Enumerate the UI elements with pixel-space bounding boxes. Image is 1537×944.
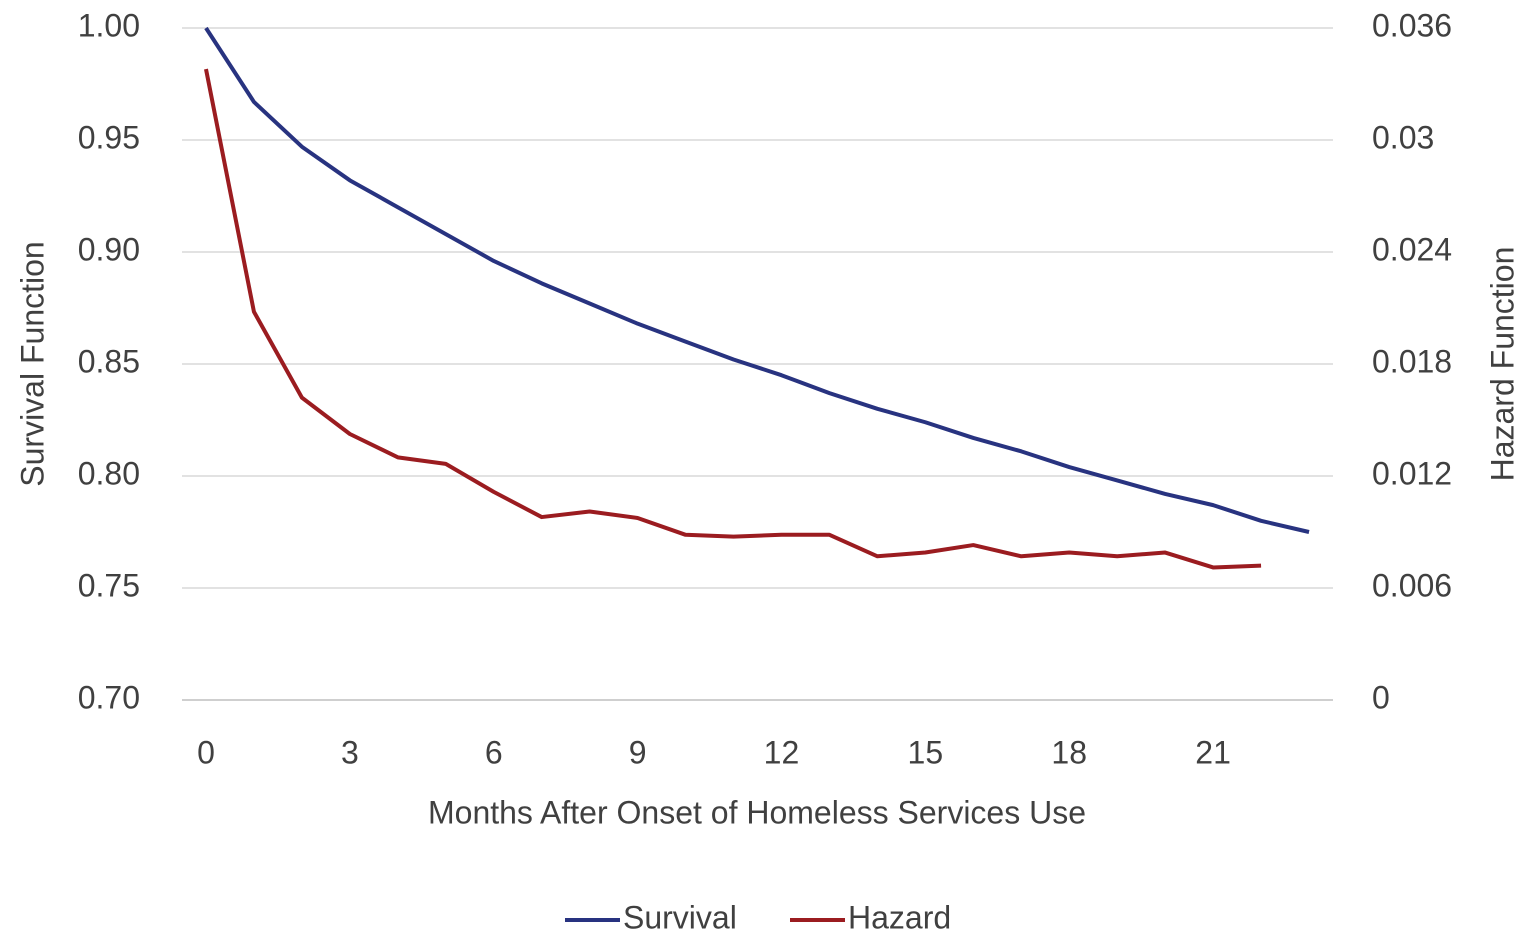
x-tick-label: 12 bbox=[764, 734, 800, 770]
y2-tick-label: 0.018 bbox=[1372, 343, 1452, 379]
legend-label: Hazard bbox=[848, 899, 951, 935]
y2-tick-label: 0.03 bbox=[1372, 119, 1434, 155]
y2-tick-label: 0.012 bbox=[1372, 455, 1452, 491]
y2-tick-label: 0.024 bbox=[1372, 231, 1452, 267]
y-tick-label: 0.70 bbox=[78, 679, 140, 715]
x-tick-label: 0 bbox=[197, 734, 215, 770]
series-line bbox=[204, 68, 1262, 570]
x-axis-title: Months After Onset of Homeless Services … bbox=[428, 794, 1086, 830]
y-axis-title: Survival Function bbox=[14, 241, 50, 486]
x-tick-label: 21 bbox=[1195, 734, 1231, 770]
y2-tick-label: 0.006 bbox=[1372, 567, 1452, 603]
y-tick-label: 0.75 bbox=[78, 567, 140, 603]
y-tick-label: 0.85 bbox=[78, 343, 140, 379]
series-line bbox=[204, 26, 1310, 534]
y-tick-label: 0.80 bbox=[78, 455, 140, 491]
y-tick-label: 0.95 bbox=[78, 119, 140, 155]
y-tick-label: 1.00 bbox=[78, 7, 140, 43]
x-tick-label: 9 bbox=[629, 734, 647, 770]
x-tick-label: 15 bbox=[908, 734, 944, 770]
y-tick-label: 0.90 bbox=[78, 231, 140, 267]
y2-tick-label: 0.036 bbox=[1372, 7, 1452, 43]
y2-tick-label: 0 bbox=[1372, 679, 1390, 715]
x-tick-label: 6 bbox=[485, 734, 503, 770]
x-tick-label: 18 bbox=[1051, 734, 1087, 770]
x-tick-label: 3 bbox=[341, 734, 359, 770]
legend-label: Survival bbox=[623, 899, 737, 935]
y2-axis-title: Hazard Function bbox=[1484, 247, 1520, 482]
